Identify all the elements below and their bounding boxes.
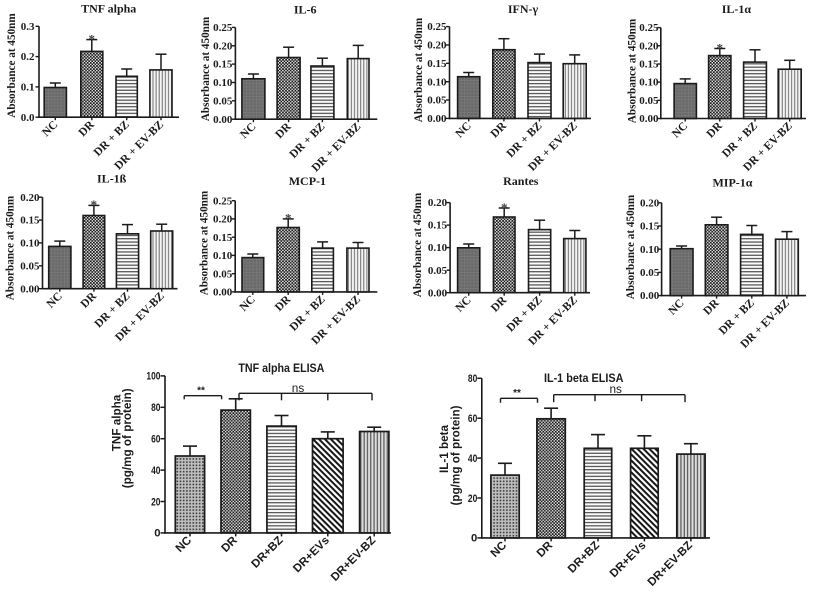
svg-text:0.20: 0.20 xyxy=(428,197,448,209)
svg-text:0.05: 0.05 xyxy=(640,267,660,279)
svg-text:0.20: 0.20 xyxy=(639,40,659,52)
svg-text:(pg/mg of protein): (pg/mg of protein) xyxy=(450,405,463,505)
svg-text:80: 80 xyxy=(468,373,477,385)
svg-text:0.00: 0.00 xyxy=(213,287,233,299)
svg-text:0.10: 0.10 xyxy=(428,242,448,254)
svg-text:0.00: 0.00 xyxy=(428,287,448,299)
svg-text:*: * xyxy=(501,200,508,215)
svg-text:60: 60 xyxy=(468,413,477,425)
svg-text:0.00: 0.00 xyxy=(427,113,447,125)
svg-text:Absorbance at 450nm: Absorbance at 450nm xyxy=(412,192,424,297)
svg-text:Absorbance at 450nm: Absorbance at 450nm xyxy=(6,13,18,118)
svg-text:0.25: 0.25 xyxy=(427,21,447,33)
svg-text:40: 40 xyxy=(468,453,477,465)
svg-text:0.20: 0.20 xyxy=(427,40,447,52)
svg-text:MCP-1: MCP-1 xyxy=(289,174,326,188)
svg-text:0.05: 0.05 xyxy=(639,95,659,107)
svg-text:0.15: 0.15 xyxy=(20,215,40,227)
svg-text:IL-1ß: IL-1ß xyxy=(97,172,127,186)
svg-text:0.05: 0.05 xyxy=(427,95,447,107)
svg-text:0.0: 0.0 xyxy=(21,112,35,124)
svg-text:0.25: 0.25 xyxy=(213,22,233,34)
svg-text:Absorbance at 450nm: Absorbance at 450nm xyxy=(413,17,425,122)
svg-text:MIP-1α: MIP-1α xyxy=(712,176,752,190)
svg-text:40: 40 xyxy=(151,465,160,477)
svg-text:TNF alpha ELISA: TNF alpha ELISA xyxy=(238,363,324,375)
svg-text:0: 0 xyxy=(154,528,160,540)
svg-text:0.05: 0.05 xyxy=(20,260,40,272)
svg-text:0.20: 0.20 xyxy=(213,40,233,52)
svg-text:0.25: 0.25 xyxy=(213,195,233,207)
svg-text:0.20: 0.20 xyxy=(640,197,660,209)
svg-text:0.10: 0.10 xyxy=(20,238,40,250)
svg-text:Absorbance at 450nm: Absorbance at 450nm xyxy=(200,16,212,121)
svg-text:*: * xyxy=(91,197,98,212)
svg-text:0.00: 0.00 xyxy=(20,283,40,295)
svg-text:0.00: 0.00 xyxy=(213,114,233,126)
svg-text:Absorbance at 450nm: Absorbance at 450nm xyxy=(199,190,211,295)
svg-text:0.00: 0.00 xyxy=(640,290,660,302)
svg-text:100: 100 xyxy=(146,371,160,383)
svg-text:IL-1 beta ELISA: IL-1 beta ELISA xyxy=(544,373,624,385)
svg-text:TNF alpha: TNF alpha xyxy=(81,1,136,15)
svg-text:**: ** xyxy=(197,385,205,396)
svg-text:0.10: 0.10 xyxy=(639,77,659,89)
svg-text:Rantes: Rantes xyxy=(503,174,539,188)
svg-text:0.25: 0.25 xyxy=(639,22,659,34)
svg-text:60: 60 xyxy=(151,434,160,446)
svg-text:*: * xyxy=(717,40,724,55)
svg-text:0.10: 0.10 xyxy=(213,77,233,89)
svg-text:0.1: 0.1 xyxy=(21,82,35,94)
svg-text:0.10: 0.10 xyxy=(213,250,233,262)
svg-text:TNF alpha: TNF alpha xyxy=(110,394,123,451)
svg-text:0.15: 0.15 xyxy=(640,221,660,233)
svg-text:0.15: 0.15 xyxy=(427,58,447,70)
svg-text:Absorbance at 450nm: Absorbance at 450nm xyxy=(627,18,639,123)
svg-text:0.00: 0.00 xyxy=(639,113,659,125)
svg-text:0.15: 0.15 xyxy=(639,59,659,71)
svg-text:(pg/mg of protein): (pg/mg of protein) xyxy=(121,388,134,488)
svg-text:IL-6: IL-6 xyxy=(294,2,317,16)
svg-text:**: ** xyxy=(513,388,521,399)
svg-text:IFN-γ: IFN-γ xyxy=(508,2,539,16)
svg-text:Absorbance at 450nm: Absorbance at 450nm xyxy=(625,194,637,299)
svg-text:0.05: 0.05 xyxy=(213,268,233,280)
svg-text:IL-1α: IL-1α xyxy=(722,2,752,16)
svg-text:0.10: 0.10 xyxy=(427,76,447,88)
svg-text:Absorbance at 450nm: Absorbance at 450nm xyxy=(5,195,17,300)
svg-text:0.15: 0.15 xyxy=(213,232,233,244)
svg-text:20: 20 xyxy=(151,496,160,508)
svg-text:0.15: 0.15 xyxy=(213,59,233,71)
svg-text:*: * xyxy=(285,211,292,226)
svg-text:20: 20 xyxy=(468,493,477,505)
svg-text:0.20: 0.20 xyxy=(20,192,40,204)
svg-text:*: * xyxy=(89,31,96,46)
svg-text:80: 80 xyxy=(151,402,160,414)
svg-text:0.20: 0.20 xyxy=(213,214,233,226)
svg-text:0.05: 0.05 xyxy=(213,95,233,107)
svg-text:0.15: 0.15 xyxy=(428,220,448,232)
svg-text:0.2: 0.2 xyxy=(21,51,35,63)
svg-text:0.10: 0.10 xyxy=(640,244,660,256)
svg-text:0: 0 xyxy=(471,533,477,545)
svg-text:0.05: 0.05 xyxy=(428,265,448,277)
svg-text:IL-1 beta: IL-1 beta xyxy=(438,424,451,473)
svg-text:ns: ns xyxy=(609,382,622,396)
svg-text:ns: ns xyxy=(292,381,305,395)
svg-text:0.3: 0.3 xyxy=(21,21,35,33)
